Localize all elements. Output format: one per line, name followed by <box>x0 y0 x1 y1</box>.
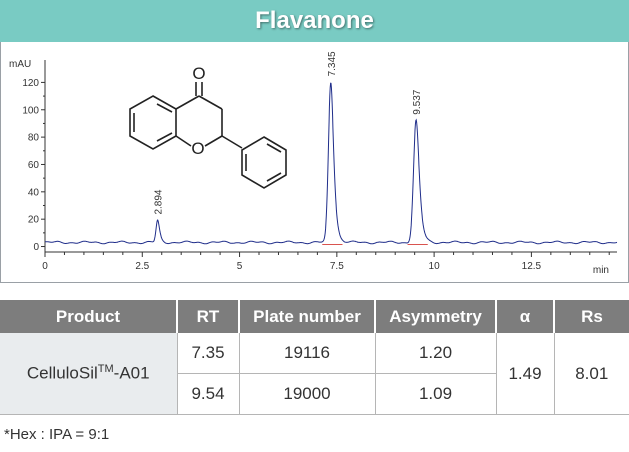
product-cell: CelluloSilTM-A01 <box>0 333 177 415</box>
table-row: 9.54 19000 1.09 <box>0 373 629 415</box>
peak-label: 7.345 <box>327 51 338 76</box>
carbonyl-oxygen-label: O <box>192 64 205 83</box>
y-tick-label: 40 <box>28 187 40 198</box>
x-tick-label: 10 <box>429 261 441 272</box>
x-axis-label: min <box>593 265 609 276</box>
asymmetry-cell: 1.09 <box>374 373 496 415</box>
x-tick-label: 0 <box>42 261 48 272</box>
y-tick-label: 20 <box>28 215 40 226</box>
plate-number-cell: 19000 <box>238 373 375 415</box>
header-rs: Rs <box>553 300 629 333</box>
plate-number-cell: 19116 <box>238 333 375 374</box>
footnote: *Hex : IPA = 9:1 <box>4 426 110 443</box>
axes: 0 20 40 60 80 100 120 0 2.5 5 7.5 10 12.5 <box>22 60 617 272</box>
y-tick-label: 80 <box>28 133 40 144</box>
y-tick-label: 0 <box>33 242 39 253</box>
y-tick-label: 60 <box>28 160 40 171</box>
rs-cell: 8.01 <box>553 333 629 415</box>
alpha-cell: 1.49 <box>495 333 554 415</box>
chart-title: Flavanone <box>0 0 629 42</box>
y-tick-label: 120 <box>22 78 39 89</box>
rt-cell: 9.54 <box>176 373 239 415</box>
header-asymmetry: Asymmetry <box>374 300 496 333</box>
ring-oxygen-label: O <box>191 139 204 158</box>
x-tick-label: 2.5 <box>135 261 149 272</box>
x-tick-label: 7.5 <box>330 261 344 272</box>
flavanone-structure <box>129 82 287 189</box>
table-row: CelluloSilTM-A01 7.35 19116 1.20 1.49 8.… <box>0 333 629 415</box>
x-tick-label: 5 <box>237 261 243 272</box>
peak-label: 2.894 <box>154 189 165 214</box>
y-axis-label: mAU <box>9 59 31 70</box>
table-header-row: Product RT Plate number Asymmetry α Rs <box>0 300 629 333</box>
peak-label: 9.537 <box>412 89 423 114</box>
rt-cell: 7.35 <box>176 333 239 374</box>
header-rt: RT <box>176 300 239 333</box>
header-plate-number: Plate number <box>238 300 375 333</box>
asymmetry-cell: 1.20 <box>374 333 496 374</box>
peak-labels: 2.894 7.345 9.537 <box>154 51 423 215</box>
header-product: Product <box>0 300 177 333</box>
chromatogram-panel: 0 20 40 60 80 100 120 0 2.5 5 7.5 10 12.5 mAU min O … <box>0 42 629 283</box>
chromatogram-trace <box>44 82 618 245</box>
y-tick-label: 100 <box>22 105 39 116</box>
x-tick-label: 12.5 <box>522 261 542 272</box>
results-table: Product RT Plate number Asymmetry α Rs C… <box>0 300 629 415</box>
header-alpha: α <box>495 300 554 333</box>
